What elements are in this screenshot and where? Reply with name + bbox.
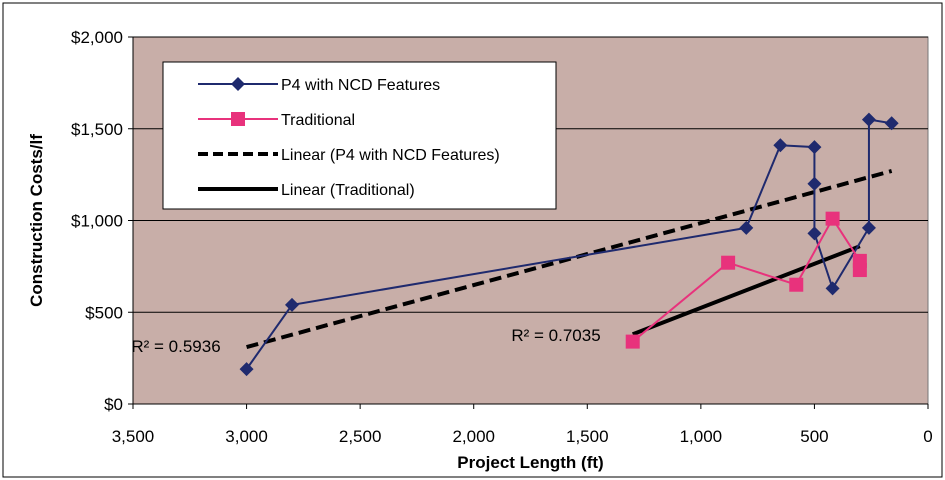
data-point	[825, 211, 840, 226]
y-tick-label: $1,000	[71, 212, 123, 231]
data-point	[852, 263, 867, 278]
legend-box	[162, 61, 557, 210]
data-point	[807, 226, 822, 241]
legend-swatch-marker	[231, 112, 245, 126]
legend: P4 with NCD Features Traditional Linear (P…	[162, 61, 557, 210]
y-tick-label: $500	[85, 303, 123, 322]
data-point	[285, 297, 299, 312]
data-point	[861, 220, 876, 235]
y-tick-label: $2,000	[71, 28, 123, 47]
x-tick-label: 3,500	[112, 427, 155, 446]
data-point	[807, 140, 822, 155]
legend-label: P4 with NCD Features	[281, 77, 440, 94]
data-point	[884, 116, 899, 131]
legend-swatch-marker	[231, 77, 245, 91]
x-tick-label: 1,500	[566, 427, 609, 446]
series	[239, 112, 899, 377]
x-tick-label: 0	[923, 427, 932, 446]
y-tick-label: $0	[104, 395, 123, 414]
x-tick-label: 2,000	[452, 427, 495, 446]
data-point	[239, 362, 254, 377]
legend-label: Linear (P4 with NCD Features)	[281, 147, 500, 164]
x-axis-title: Project Length (ft)	[457, 453, 603, 472]
x-tick-label: 1,000	[680, 427, 723, 446]
legend-label: Linear (Traditional)	[281, 182, 415, 199]
y-axis-title: Construction Costs/lf	[27, 134, 46, 307]
x-tick-label: 2,500	[339, 427, 382, 446]
data-point	[721, 255, 736, 270]
trendline-solid	[631, 244, 861, 337]
legend-label: Traditional	[281, 112, 355, 129]
axes: $0 $500 $1,000 $1,500 $2,000 3,500 3,000 2,500 2…	[71, 28, 933, 446]
data-point	[789, 277, 804, 292]
data-point	[773, 138, 788, 153]
r2-label-traditional: R² = 0.7035	[511, 326, 600, 345]
trendline-dashed	[246, 169, 893, 350]
trendlines: R² = 0.5936 R² = 0.7035	[131, 169, 893, 356]
data-point	[625, 334, 640, 349]
x-tick-label: 3,000	[225, 427, 268, 446]
y-tick-label: $1,500	[71, 120, 123, 139]
r2-label-p4: R² = 0.5936	[131, 337, 220, 356]
data-point	[825, 281, 840, 296]
data-point	[807, 176, 822, 191]
data-point	[739, 220, 754, 235]
data-point	[861, 112, 876, 127]
x-tick-label: 500	[800, 427, 828, 446]
